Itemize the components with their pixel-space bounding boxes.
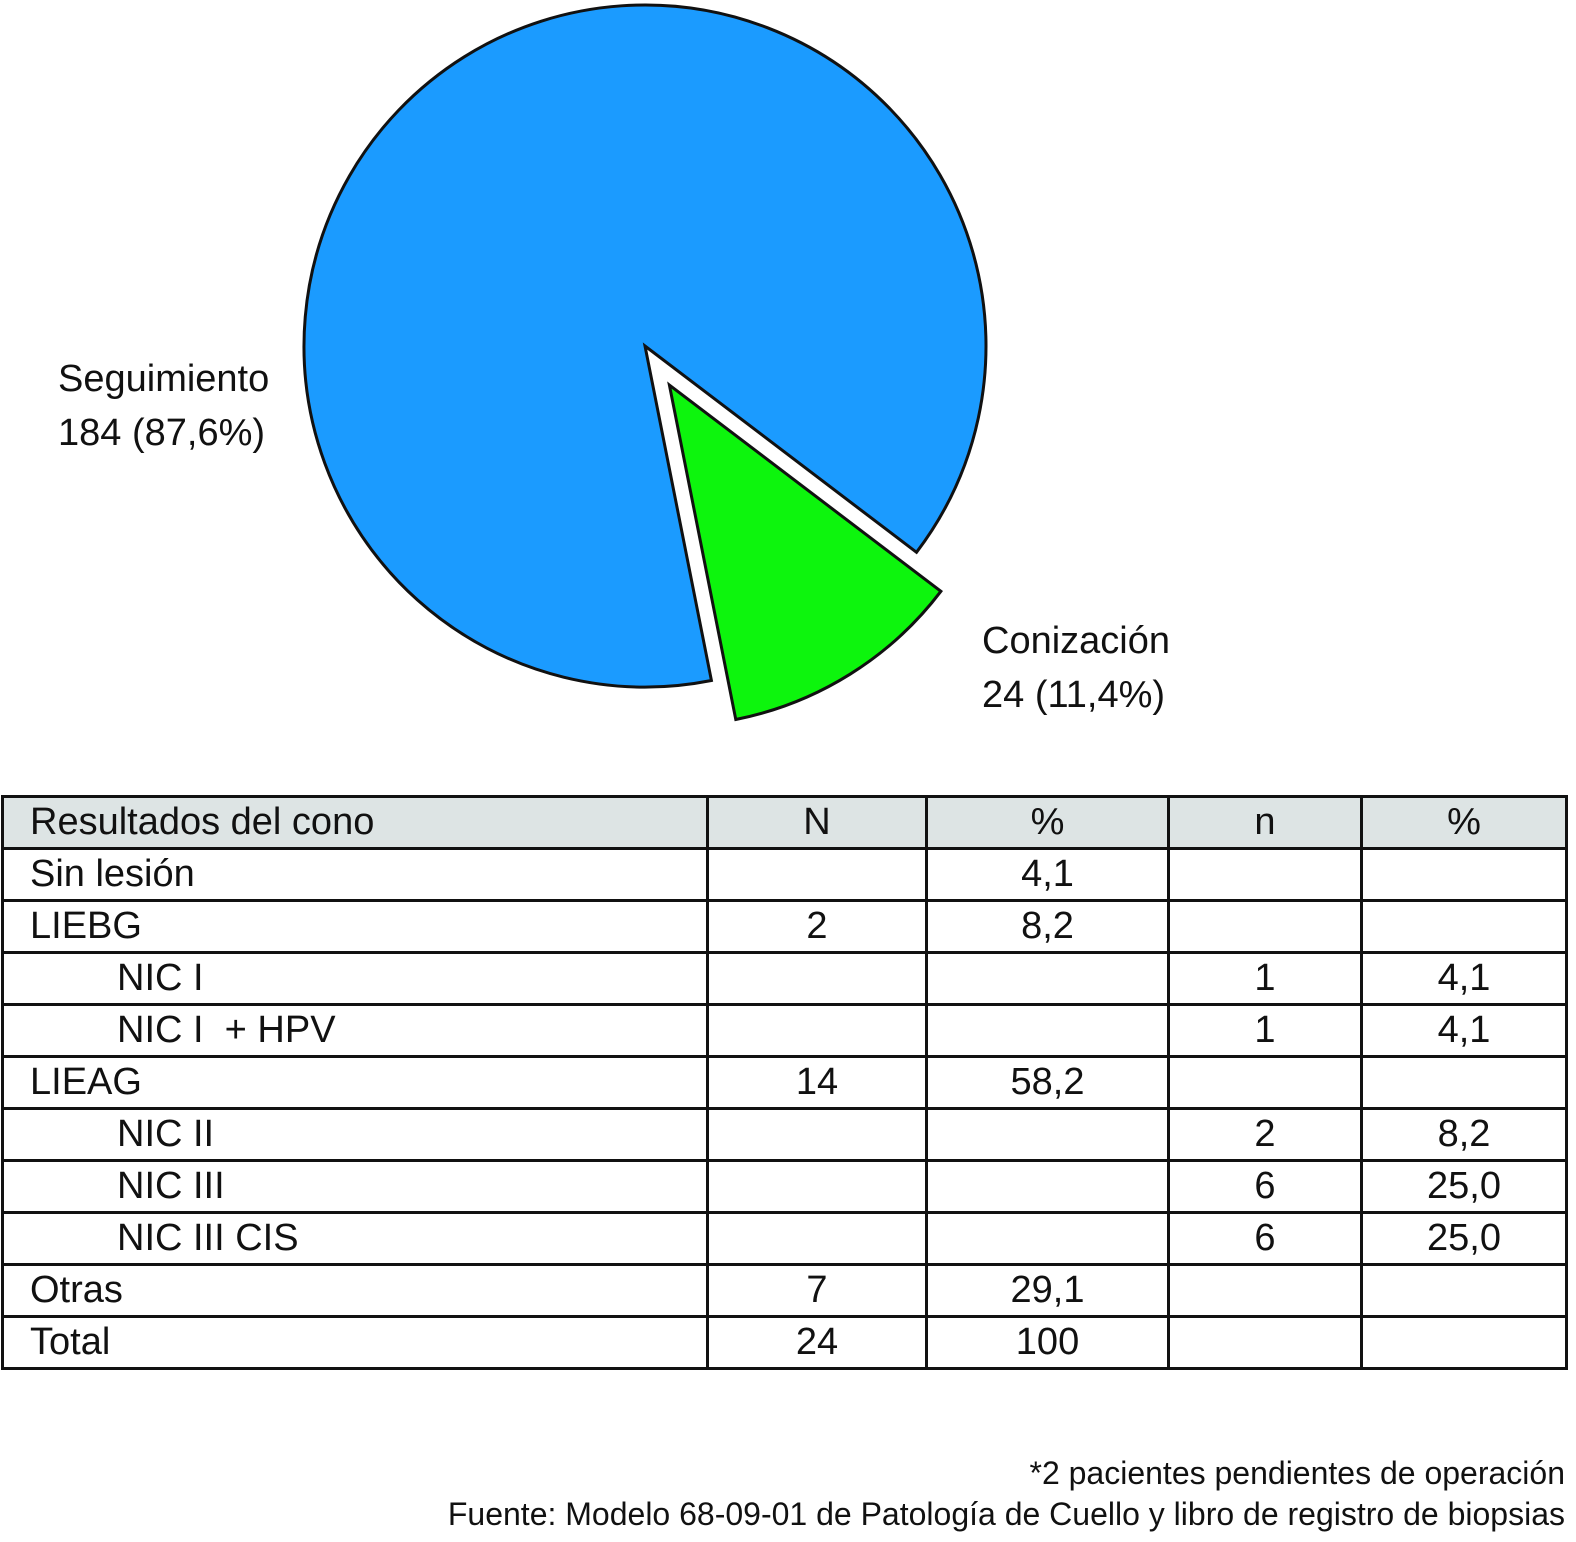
table-cell: 8,2 [925, 899, 1170, 954]
table-cell: 7 [706, 1263, 928, 1318]
slice-label-name: Conización [982, 620, 1170, 662]
table-cell: 1 [1167, 951, 1363, 1006]
table-header-row: Resultados del cono N % n % [1, 795, 1568, 850]
table-cell [1360, 1263, 1568, 1318]
row-label: LIEBG [1, 899, 709, 954]
results-table: Resultados del cono N % n % Sin lesión 4,… [1, 795, 1568, 1370]
table-cell: 25,0 [1360, 1211, 1568, 1266]
row-label: Sin lesión [1, 847, 709, 902]
table-cell [706, 1159, 928, 1214]
column-header: % [925, 795, 1170, 850]
row-label: LIEAG [1, 1055, 709, 1110]
table-row: NIC I + HPV 1 4,1 [1, 1003, 1568, 1058]
pie-slice-conizacion [667, 381, 943, 722]
slice-label-seguimiento: Seguimiento 184 (87,6%) [58, 352, 269, 460]
footnote-source: Fuente: Modelo 68-09-01 de Patología de … [447, 1496, 1565, 1532]
table-cell [1360, 899, 1568, 954]
table-cell: 2 [1167, 1107, 1363, 1162]
table-cell [1360, 847, 1568, 902]
table-cell: 14 [706, 1055, 928, 1110]
table-cell [1167, 1263, 1363, 1318]
row-label: NIC III [1, 1159, 709, 1214]
table-cell: 2 [706, 899, 928, 954]
table-cell [925, 1211, 1170, 1266]
table-cell [925, 1003, 1170, 1058]
row-label: NIC II [1, 1107, 709, 1162]
row-label: Otras [1, 1263, 709, 1318]
table-cell: 58,2 [925, 1055, 1170, 1110]
slice-label-conizacion: Conización 24 (11,4%) [982, 614, 1170, 722]
row-label: NIC I [1, 951, 709, 1006]
table-cell: 6 [1167, 1159, 1363, 1214]
table-cell [706, 1211, 928, 1266]
table-row: LIEBG 2 8,2 [1, 899, 1568, 954]
table-cell [925, 1159, 1170, 1214]
footnote-pending: *2 pacientes pendientes de operación [1029, 1455, 1565, 1491]
table-row: NIC III CIS 6 25,0 [1, 1211, 1568, 1266]
table-row: LIEAG 14 58,2 [1, 1055, 1568, 1110]
table-cell: 25,0 [1360, 1159, 1568, 1214]
table-cell: 4,1 [925, 847, 1170, 902]
row-label: Total [1, 1315, 709, 1370]
table-cell: 100 [925, 1315, 1170, 1370]
table-cell [706, 1107, 928, 1162]
column-header: Resultados del cono [1, 795, 709, 850]
table-cell: 24 [706, 1315, 928, 1370]
table-row: NIC III 6 25,0 [1, 1159, 1568, 1214]
table-cell: 8,2 [1360, 1107, 1568, 1162]
table-cell [706, 1003, 928, 1058]
table-cell [925, 1107, 1170, 1162]
row-label: NIC I + HPV [1, 1003, 709, 1058]
table-row: Sin lesión 4,1 [1, 847, 1568, 902]
table-row: Otras 7 29,1 [1, 1263, 1568, 1318]
table-row: Total 24 100 [1, 1315, 1568, 1370]
table-cell [1167, 1315, 1363, 1370]
table-body: Sin lesión 4,1 LIEBG 2 8,2 NIC I 1 4,1 NIC I + H… [1, 847, 1568, 1370]
table-cell [1360, 1055, 1568, 1110]
table-cell [706, 951, 928, 1006]
table-cell [1167, 1055, 1363, 1110]
table-cell: 6 [1167, 1211, 1363, 1266]
table-cell [1167, 899, 1363, 954]
row-label: NIC III CIS [1, 1211, 709, 1266]
column-header: n [1167, 795, 1363, 850]
table-cell [1167, 847, 1363, 902]
table-cell: 4,1 [1360, 1003, 1568, 1058]
column-header: % [1360, 795, 1568, 850]
slice-label-value: 184 (87,6%) [58, 412, 266, 454]
table-cell [706, 847, 928, 902]
column-header: N [706, 795, 928, 850]
table-cell [1360, 1315, 1568, 1370]
pie-chart [302, 3, 988, 722]
table-cell: 1 [1167, 1003, 1363, 1058]
table-cell: 4,1 [1360, 951, 1568, 1006]
table-cell [925, 951, 1170, 1006]
slice-label-value: 24 (11,4%) [982, 674, 1166, 716]
table-row: NIC I 1 4,1 [1, 951, 1568, 1006]
table-row: NIC II 2 8,2 [1, 1107, 1568, 1162]
pie-slice-seguimiento [302, 3, 988, 689]
table-cell: 29,1 [925, 1263, 1170, 1318]
slice-label-name: Seguimiento [58, 358, 270, 400]
